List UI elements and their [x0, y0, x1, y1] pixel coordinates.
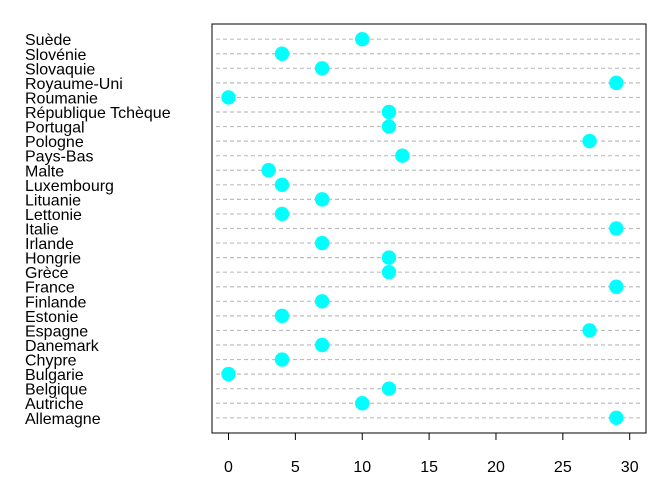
data-point	[395, 148, 410, 163]
data-point	[355, 32, 370, 47]
data-point	[274, 308, 290, 324]
data-point	[381, 250, 397, 265]
category-label: Grèce	[25, 265, 69, 282]
x-tick-label: 25	[554, 459, 572, 476]
category-labels: AllemagneAutricheBelgiqueBulgarieChypreD…	[25, 32, 171, 428]
x-tick-label: 15	[420, 459, 438, 476]
x-tick-label: 20	[487, 459, 505, 476]
x-tick-label: 0	[224, 459, 233, 476]
category-label: Estonie	[25, 309, 78, 326]
category-label: Belgique	[25, 382, 87, 399]
data-point	[221, 366, 236, 382]
x-tick-label: 30	[621, 459, 639, 476]
category-label: Luxembourg	[25, 178, 114, 195]
data-point	[274, 177, 290, 193]
data-point	[274, 206, 290, 222]
category-label: Danemark	[25, 338, 100, 355]
category-label: Espagne	[25, 323, 88, 340]
category-label: France	[25, 280, 75, 297]
category-label: Pays-Bas	[25, 149, 93, 166]
data-point	[314, 235, 330, 251]
data-point	[355, 396, 370, 411]
data-point	[582, 133, 597, 149]
data-point	[609, 279, 624, 294]
category-label: Slovaquie	[25, 61, 95, 78]
data-point	[274, 352, 290, 367]
category-label: Roumanie	[25, 90, 98, 107]
category-label: Finlande	[25, 294, 86, 311]
data-point	[261, 163, 276, 178]
data-point	[314, 294, 330, 309]
category-label: Allemagne	[25, 411, 101, 428]
data-point	[381, 104, 397, 120]
data-point	[274, 46, 290, 61]
data-point	[381, 119, 397, 134]
category-label: Hongrie	[25, 251, 81, 268]
category-label: Lettonie	[25, 207, 82, 224]
data-point	[314, 61, 330, 76]
category-label: Suède	[25, 32, 71, 49]
data-point	[221, 90, 236, 105]
category-label: Portugal	[25, 120, 85, 137]
category-label: Malte	[25, 163, 64, 180]
data-points	[221, 32, 624, 425]
data-point	[314, 192, 330, 207]
data-point	[381, 381, 397, 396]
category-label: Royaume-Uni	[25, 76, 123, 93]
category-label: Irlande	[25, 236, 74, 253]
data-point	[582, 323, 597, 338]
category-label: Pologne	[25, 134, 84, 151]
data-point	[314, 337, 330, 353]
category-label: Bulgarie	[25, 367, 84, 384]
category-guide-lines	[216, 38, 642, 419]
x-axis: 0 5 10 15 20 25 30	[224, 433, 639, 476]
category-label: Chypre	[25, 353, 77, 370]
category-label: Italie	[25, 222, 59, 239]
category-label: Lituanie	[25, 192, 81, 209]
category-label: Autriche	[25, 396, 84, 413]
x-tick-label: 10	[353, 459, 371, 476]
x-tick-label: 5	[291, 459, 300, 476]
data-point	[609, 221, 624, 236]
category-label: République Tchèque	[25, 105, 171, 122]
data-point	[381, 264, 397, 280]
data-point	[609, 75, 624, 91]
category-label: Slovénie	[25, 47, 86, 64]
data-point	[609, 410, 624, 425]
